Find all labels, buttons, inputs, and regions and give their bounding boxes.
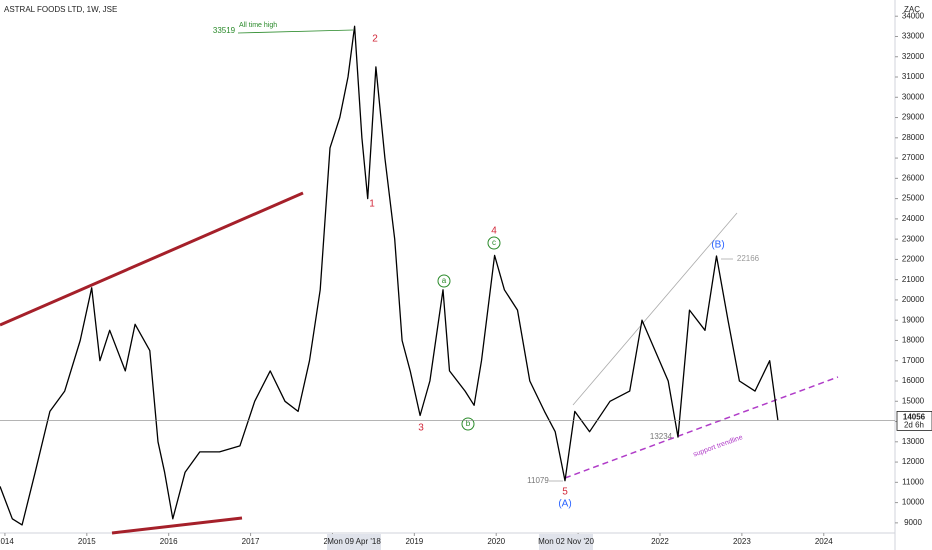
y-tick-label: 23000 bbox=[902, 234, 925, 243]
y-tick-label: 22000 bbox=[902, 255, 925, 264]
support-trendline bbox=[564, 376, 839, 479]
x-tick-label: 2015 bbox=[78, 537, 96, 546]
y-tick-label: 15000 bbox=[902, 396, 925, 405]
y-tick-label: 10000 bbox=[902, 498, 925, 507]
wave-2: 2 bbox=[372, 34, 378, 45]
last-price-box bbox=[896, 411, 932, 431]
b-value: 22166 bbox=[737, 254, 760, 263]
x-tick-label: 2014 bbox=[0, 537, 14, 546]
y-tick-label: 19000 bbox=[902, 315, 925, 324]
wave-A: (A) bbox=[558, 499, 571, 510]
resistance-trendline bbox=[0, 191, 304, 327]
date-highlight-box bbox=[327, 534, 381, 550]
circle-c bbox=[487, 236, 501, 250]
y-tick-label: 28000 bbox=[902, 133, 925, 142]
ath-label: All time high bbox=[239, 22, 277, 29]
y-tick-label: 31000 bbox=[902, 72, 925, 81]
wave-b: b bbox=[466, 419, 471, 428]
y-tick-label: 12000 bbox=[902, 457, 925, 466]
x-tick-label: 2019 bbox=[405, 537, 423, 546]
y-tick-label: 34000 bbox=[902, 11, 925, 20]
y-tick-label: 32000 bbox=[902, 52, 925, 61]
date-highlight-box bbox=[539, 534, 593, 550]
date-highlight: Mon 09 Apr '18 bbox=[327, 537, 381, 546]
wave-a: a bbox=[442, 276, 447, 285]
y-tick-label: 33000 bbox=[902, 32, 925, 41]
y-tick-label: 21000 bbox=[902, 275, 925, 284]
y-tick-label: 9000 bbox=[904, 518, 922, 527]
x-tick-label: 2022 bbox=[651, 537, 669, 546]
wave-B: (B) bbox=[711, 240, 724, 251]
price-line bbox=[0, 25, 779, 526]
y-tick-label: 20000 bbox=[902, 295, 925, 304]
last-price-label: 14056 bbox=[903, 413, 926, 422]
low2-value: 13234 bbox=[650, 432, 673, 441]
y-tick-label: 24000 bbox=[902, 214, 925, 223]
x-tick-label: 2024 bbox=[815, 537, 833, 546]
ath-line bbox=[237, 29, 354, 34]
y-tick-label: 25000 bbox=[902, 194, 925, 203]
channel-line bbox=[572, 212, 738, 406]
currency: ZAC bbox=[904, 5, 920, 14]
y-tick-label: 16000 bbox=[902, 376, 925, 385]
low-value: 11079 bbox=[527, 476, 549, 485]
y-tick-label: 17000 bbox=[902, 356, 925, 365]
wave-c: c bbox=[492, 238, 496, 247]
date-highlight: Mon 02 Nov '20 bbox=[538, 537, 594, 546]
ath-value: 33519 bbox=[213, 26, 236, 35]
y-tick-label: 26000 bbox=[902, 173, 925, 182]
chart-title: ASTRAL FOODS LTD, 1W, JSE bbox=[4, 5, 117, 14]
x-tick-label: 2016 bbox=[160, 537, 178, 546]
y-tick-label: 11000 bbox=[902, 477, 924, 486]
y-tick-label: 30000 bbox=[902, 92, 925, 101]
y-tick-label: 29000 bbox=[902, 113, 925, 122]
wave-3: 3 bbox=[418, 423, 424, 434]
countdown-label: 2d 6h bbox=[904, 421, 924, 430]
y-tick-label: 27000 bbox=[902, 153, 925, 162]
y-tick-label: 18000 bbox=[902, 336, 925, 345]
y-tick-label: 13000 bbox=[902, 437, 925, 446]
wave-4: 4 bbox=[491, 226, 497, 237]
x-tick-label: 2020 bbox=[487, 537, 505, 546]
wave-5: 5 bbox=[562, 487, 568, 498]
circle-b bbox=[461, 417, 475, 431]
x-tick-label: 2017 bbox=[242, 537, 260, 546]
lower-trendline bbox=[111, 516, 243, 535]
x-tick-label: 2023 bbox=[733, 537, 751, 546]
wave-1: 1 bbox=[369, 199, 375, 210]
circle-a bbox=[437, 274, 451, 288]
